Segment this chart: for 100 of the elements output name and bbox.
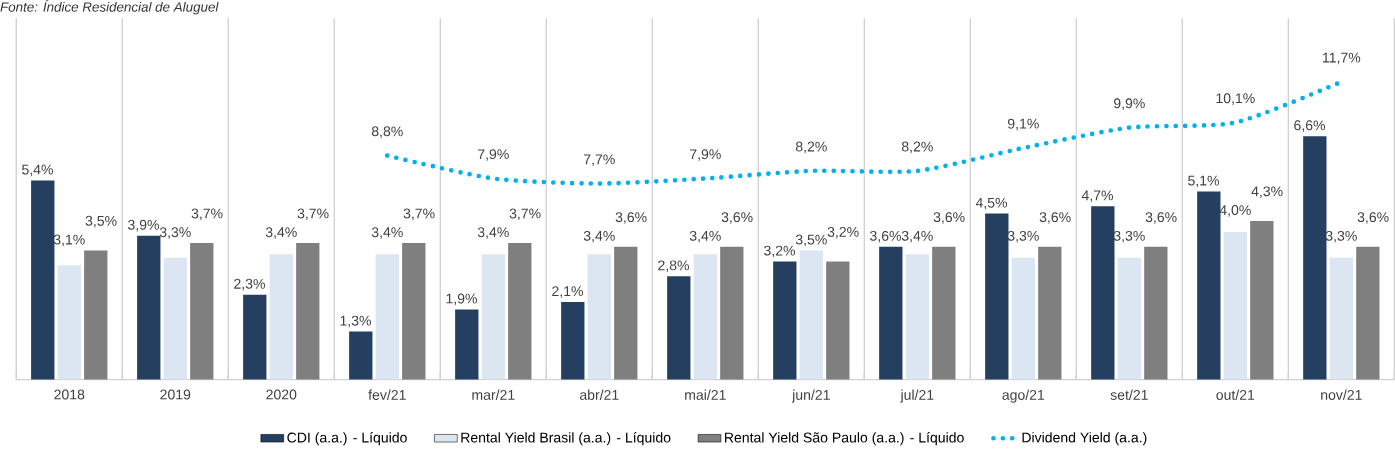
data-label: 10,1% [1216, 93, 1255, 105]
x-tick-label: out/21 [1216, 389, 1255, 400]
data-label: 8,8% [371, 126, 403, 139]
bar [799, 250, 823, 380]
data-label: 9,1% [1007, 118, 1039, 131]
bar [1011, 257, 1035, 380]
legend-label: Rental Yield Brasil (a.a.) - Líquido [461, 432, 671, 446]
data-label: 4,3% [1251, 186, 1283, 199]
bar [31, 180, 55, 380]
data-label: 3,7% [509, 208, 541, 221]
data-label: 3,4% [901, 231, 933, 243]
data-label: 3,7% [191, 208, 223, 221]
data-label: 5,4% [22, 164, 53, 177]
data-label: 3,6% [615, 212, 647, 224]
legend-label: CDI (a.a.) - Líquido [287, 432, 407, 446]
data-label: 7,7% [584, 154, 615, 167]
bar [587, 254, 611, 380]
data-label: 4,7% [1081, 190, 1114, 203]
data-label: 3,2% [764, 245, 796, 258]
x-tick-label: jul/21 [900, 389, 934, 403]
bar [1329, 257, 1353, 380]
bar [667, 276, 691, 380]
x-tick-label: abr/21 [579, 389, 619, 400]
data-label: 2,8% [658, 260, 689, 273]
data-label: 9,9% [1113, 98, 1145, 111]
data-label: 3,4% [583, 231, 615, 243]
x-tick-label: nov/21 [1321, 389, 1362, 400]
data-label: 3,4% [265, 227, 297, 239]
data-label: 3,1% [53, 234, 85, 247]
data-label: 4,5% [975, 197, 1008, 210]
data-label: 3,6% [1039, 212, 1071, 224]
data-label: 1,9% [446, 293, 477, 306]
data-label: 3,6% [721, 212, 753, 224]
data-label: 7,9% [478, 149, 509, 161]
data-label: 3,6% [1357, 212, 1389, 224]
data-label: 8,2% [901, 141, 933, 154]
legend-label: Rental Yield São Paulo (a.a.) - Líquido [725, 432, 964, 446]
source-note: Fonte: Índice Residencial de Aluguel [0, 0, 219, 15]
data-label: 3,7% [297, 208, 329, 221]
bar [1144, 246, 1168, 380]
bar [402, 243, 426, 380]
data-label: 3,3% [159, 227, 191, 239]
data-label: 3,6% [933, 212, 965, 224]
bar [57, 265, 81, 380]
bar [1117, 257, 1141, 380]
bar [1223, 232, 1247, 380]
data-label: 11,7% [1323, 52, 1361, 65]
data-label: 3,4% [371, 227, 403, 239]
data-label: 3,6% [1145, 212, 1177, 224]
bar [190, 243, 214, 380]
bar [905, 254, 929, 380]
bar [826, 261, 850, 380]
data-label: 6,6% [1294, 120, 1326, 133]
bar [1038, 246, 1062, 380]
x-tick-label: 2019 [160, 389, 191, 400]
data-label: 1,3% [340, 315, 371, 328]
data-label: 3,5% [85, 215, 117, 228]
x-tick-label: 2018 [54, 389, 85, 400]
x-tick-label: mar/21 [472, 389, 515, 400]
bar [455, 309, 479, 380]
bar [693, 254, 717, 380]
bar [269, 254, 293, 380]
x-tick-label: 2020 [266, 389, 297, 400]
bar [1091, 206, 1115, 380]
bar [349, 331, 373, 380]
bar [163, 257, 187, 380]
x-tick-label: fev/21 [368, 389, 406, 400]
data-label: 2,1% [552, 286, 583, 298]
x-tick-label: ago/21 [1002, 389, 1045, 403]
data-label: 5,1% [1188, 175, 1220, 188]
data-label: 8,2% [795, 141, 827, 154]
bar [985, 213, 1009, 380]
data-label: 3,5% [795, 234, 827, 247]
data-label: 3,6% [870, 231, 902, 243]
bar [84, 250, 108, 380]
data-label: 3,7% [403, 208, 435, 221]
x-tick-label: jun/21 [791, 389, 830, 403]
data-label: 7,9% [690, 149, 721, 161]
data-label: 3,4% [477, 227, 509, 239]
bar [614, 246, 638, 380]
bar [243, 294, 267, 380]
bar [1356, 246, 1380, 380]
bar [375, 254, 399, 380]
bar [1250, 221, 1274, 380]
bar [481, 254, 505, 380]
data-label: 2,3% [234, 278, 265, 291]
bar [296, 243, 320, 380]
x-tick-label: mai/21 [685, 389, 726, 400]
data-label: 3,4% [689, 231, 721, 243]
bar [1197, 191, 1221, 380]
bar [720, 246, 744, 380]
bar [1303, 136, 1327, 380]
bar [932, 246, 956, 380]
legend-label: Dividend Yield (a.a.) [1022, 432, 1147, 446]
x-tick-label: set/21 [1110, 389, 1148, 400]
bar [773, 261, 797, 380]
data-label: 3,9% [127, 219, 159, 232]
data-label: 3,2% [827, 227, 859, 239]
bar [879, 246, 903, 380]
bar [561, 302, 585, 380]
